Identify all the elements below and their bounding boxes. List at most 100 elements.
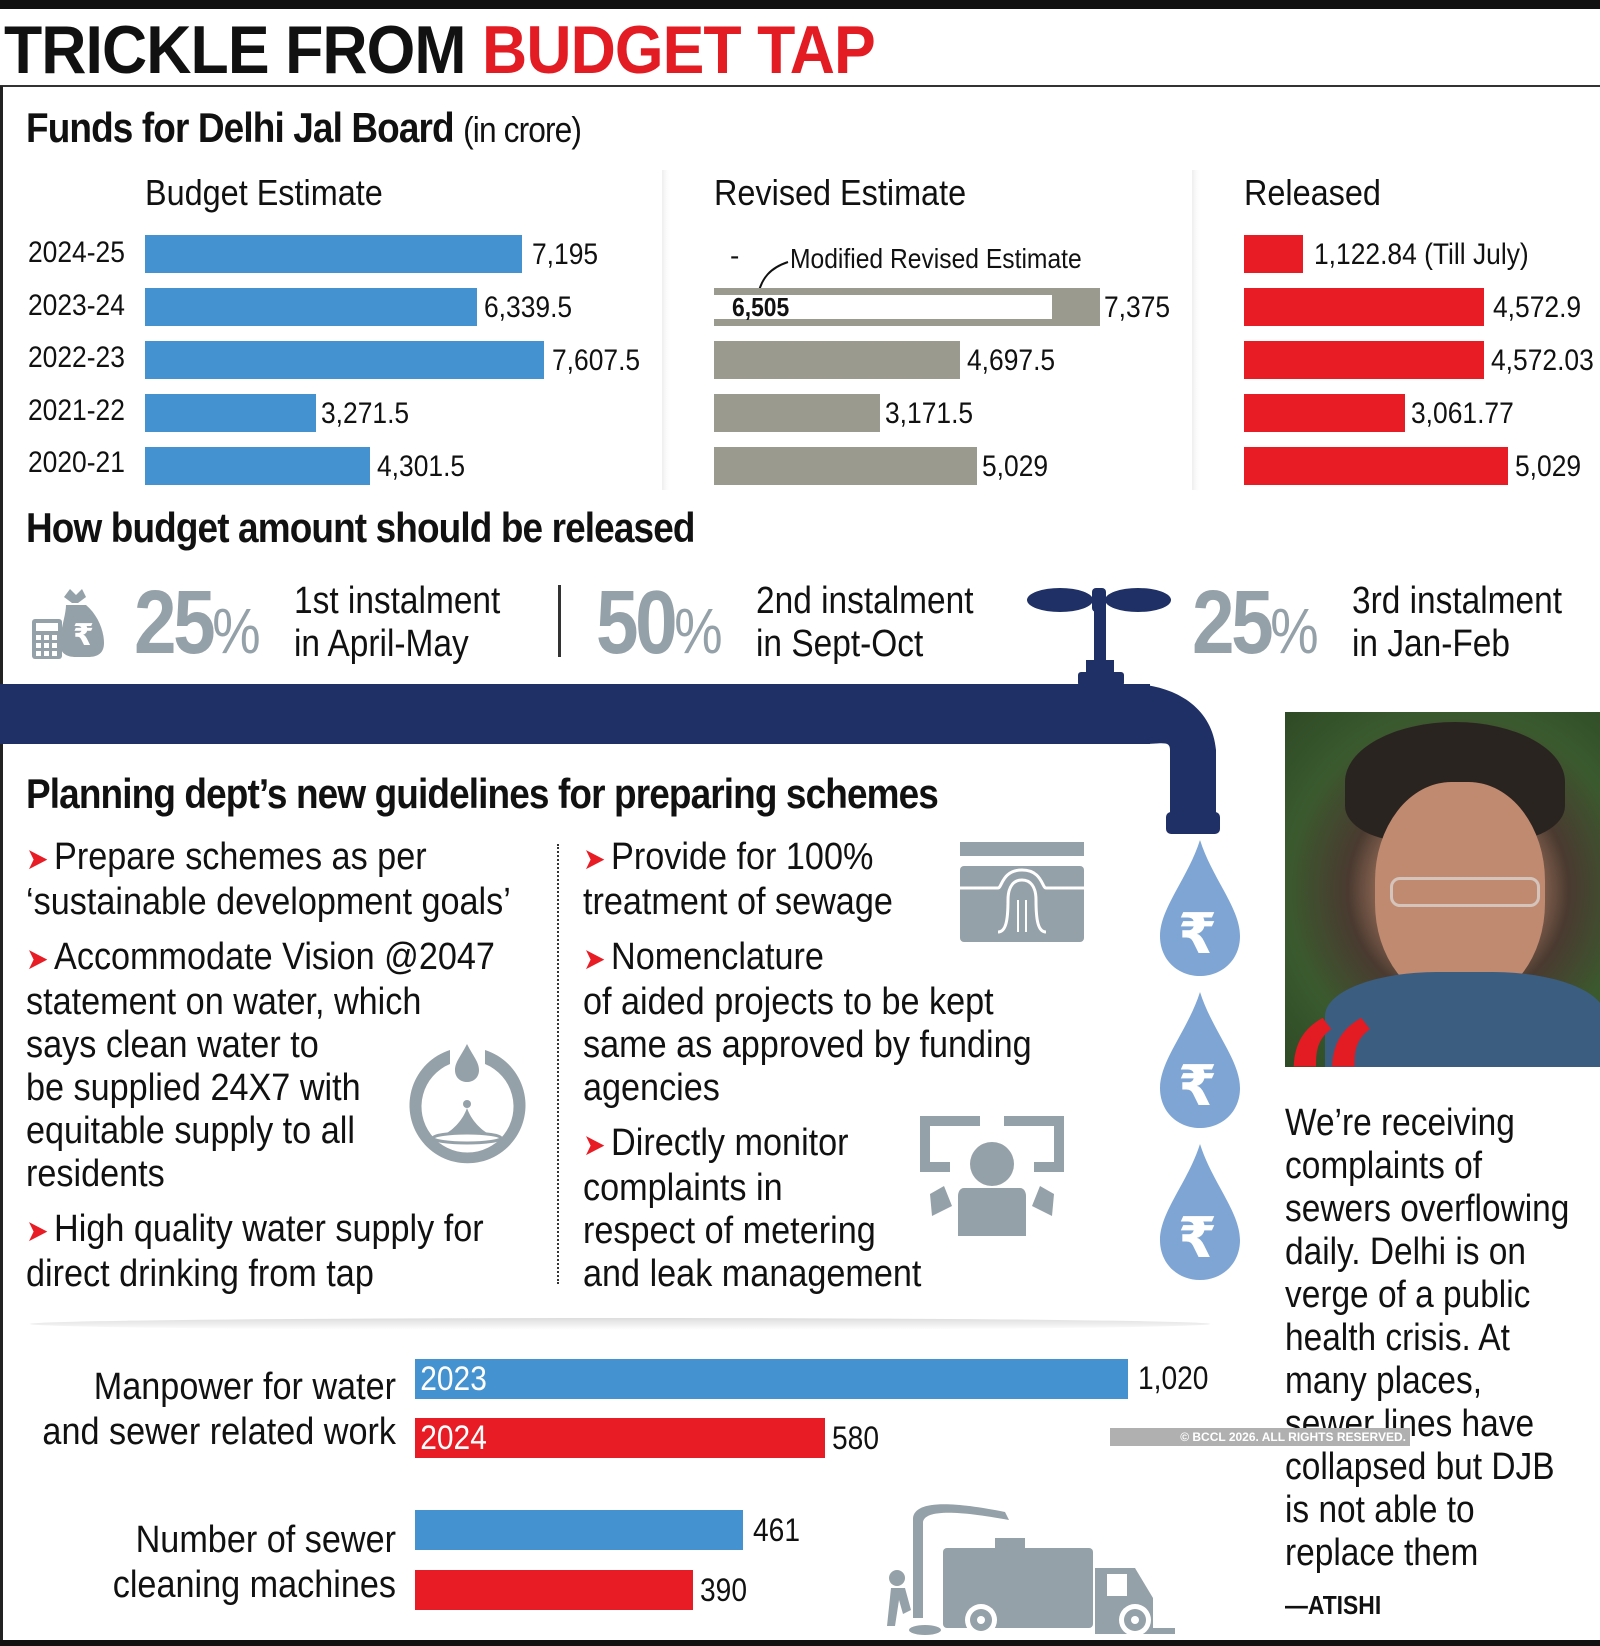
page-title: TRICKLE FROM BUDGET TAP [4, 12, 876, 88]
year-label: 2022-23 [28, 341, 125, 374]
quote-mark-icon: “ [1282, 985, 1380, 1185]
red-arrow-icon: ➤ [583, 943, 606, 976]
column-divider [1192, 170, 1200, 490]
released-value: 1,122.84 (Till July) [1314, 238, 1529, 271]
top-rule [0, 0, 1600, 9]
released-title: Released [1244, 172, 1381, 213]
monitoring-person-icon [920, 1116, 1064, 1236]
guidelines-heading: Planning dept’s new guidelines for prepa… [26, 770, 939, 817]
guideline-item: ➤ Directly monitor complaints in respect of… [583, 1122, 922, 1295]
section-shadow [30, 1318, 1210, 1330]
released-bar [1244, 394, 1405, 432]
be-value: 7,195 [532, 238, 599, 271]
year-label: 2023-24 [28, 289, 125, 322]
left-frame [0, 86, 3, 1646]
manpower-2024-value: 580 [832, 1420, 879, 1456]
money-bag-calculator-icon: ₹ [32, 589, 104, 659]
be-value: 4,301.5 [377, 450, 466, 483]
be-bar [145, 288, 477, 326]
machines-2024-bar [415, 1570, 693, 1610]
modified-re-value: 6,505 [732, 292, 790, 322]
be-bar [145, 235, 522, 273]
guidelines-left-list: ➤ Prepare schemes as per ‘sustainable deve… [26, 836, 565, 1308]
quote-text: We’re receiving complaints of sewers overf… [1285, 1102, 1570, 1574]
atishi-photo [1285, 712, 1600, 1067]
year-label: 2024-25 [28, 236, 125, 269]
funds-heading: Funds for Delhi Jal Board (in crore) [26, 104, 582, 151]
machines-label: Number of sewer cleaning machines [112, 1519, 396, 1606]
re-bar [714, 341, 960, 379]
svg-text:₹: ₹ [1178, 1206, 1217, 1271]
be-value: 6,339.5 [484, 291, 573, 324]
quote-attribution: —ATISHI [1285, 1590, 1382, 1620]
rupee-drop-icon: ₹ [1160, 840, 1240, 976]
column-separator [557, 844, 559, 1284]
be-value: 7,607.5 [552, 344, 641, 377]
machines-2024-value: 390 [700, 1572, 747, 1608]
guideline-item: ➤ Prepare schemes as per ‘sustainable deve… [26, 836, 511, 923]
released-value: 4,572.03 [1491, 344, 1594, 377]
water-tap-icon [1020, 588, 1220, 834]
machines-2023-value: 461 [753, 1512, 800, 1548]
red-arrow-icon: ➤ [26, 1215, 49, 1248]
released-bar [1244, 447, 1508, 485]
revised-estimate-title: Revised Estimate [714, 172, 967, 213]
re-value: 5,029 [982, 450, 1049, 483]
rupee-drop-icon: ₹ [1160, 992, 1240, 1128]
instalment-separator [558, 585, 561, 657]
re-value: 4,697.5 [967, 344, 1056, 377]
released-bar [1244, 235, 1303, 273]
guidelines-right-list: ➤ Provide for 100% treatment of sewage ➤ No… [583, 836, 1082, 1308]
column-divider [662, 170, 670, 490]
manpower-label: Manpower for water and sewer related work [42, 1366, 397, 1453]
re-bar [714, 447, 977, 485]
released-bar [1244, 341, 1484, 379]
bottom-rule [0, 1640, 1600, 1646]
sewage-treatment-icon [960, 842, 1084, 942]
red-arrow-icon: ➤ [26, 843, 49, 876]
released-value: 3,061.77 [1411, 397, 1514, 430]
released-value: 4,572.9 [1493, 291, 1582, 324]
instalment-percent: 25% [134, 573, 261, 673]
copyright-watermark: © BCCL 2026. ALL RIGHTS RESERVED. [1110, 1428, 1410, 1446]
instalment-percent: 25% [1192, 573, 1319, 673]
sewer-cleaning-truck-icon [887, 1504, 1175, 1636]
manpower-2024-bar: 2024 [415, 1418, 825, 1458]
year-label: 2021-22 [28, 394, 125, 427]
release-heading: How budget amount should be released [26, 504, 695, 551]
modified-revised-note: Modified Revised Estimate [790, 243, 1082, 274]
manpower-2023-value: 1,020 [1138, 1360, 1209, 1396]
red-arrow-icon: ➤ [583, 843, 606, 876]
machines-2023-bar [415, 1510, 743, 1550]
guideline-item: ➤ Nomenclature of aided projects to be kep… [583, 936, 1032, 1109]
tap-pipe [0, 684, 1150, 744]
red-arrow-icon: ➤ [26, 943, 49, 976]
manpower-2023-bar: 2023 [415, 1359, 1128, 1399]
guideline-item: ➤ Provide for 100% treatment of sewage [583, 836, 893, 923]
re-bar [714, 394, 880, 432]
title-divider [0, 85, 1600, 87]
guideline-item: ➤ Accommodate Vision @2047 statement on wa… [26, 936, 495, 1195]
guideline-item: ➤ High quality water supply for direct dri… [26, 1208, 484, 1295]
rupee-drop-icon: ₹ [1160, 1144, 1240, 1280]
released-bar [1244, 288, 1484, 326]
be-bar [145, 394, 316, 432]
re-value: 7,375 [1104, 291, 1171, 324]
svg-text:₹: ₹ [1178, 1054, 1217, 1119]
re-value: 3,171.5 [885, 397, 974, 430]
instalment-text: 2nd instalment in Sept-Oct [756, 580, 974, 665]
re-value-empty: - [730, 240, 740, 271]
instalment-text: 1st instalment in April-May [294, 580, 501, 665]
modified-re-bar [714, 295, 1052, 319]
svg-text:₹: ₹ [1178, 902, 1217, 967]
instalment-text: 3rd instalment in Jan-Feb [1352, 580, 1563, 665]
budget-estimate-title: Budget Estimate [145, 172, 383, 213]
water-drop-circle-icon [409, 1044, 526, 1164]
released-value: 5,029 [1515, 450, 1582, 483]
instalment-percent: 50% [596, 573, 723, 673]
svg-text:₹: ₹ [73, 618, 94, 653]
red-arrow-icon: ➤ [583, 1129, 606, 1162]
be-bar [145, 341, 544, 379]
be-value: 3,271.5 [321, 397, 410, 430]
be-bar [145, 447, 370, 485]
